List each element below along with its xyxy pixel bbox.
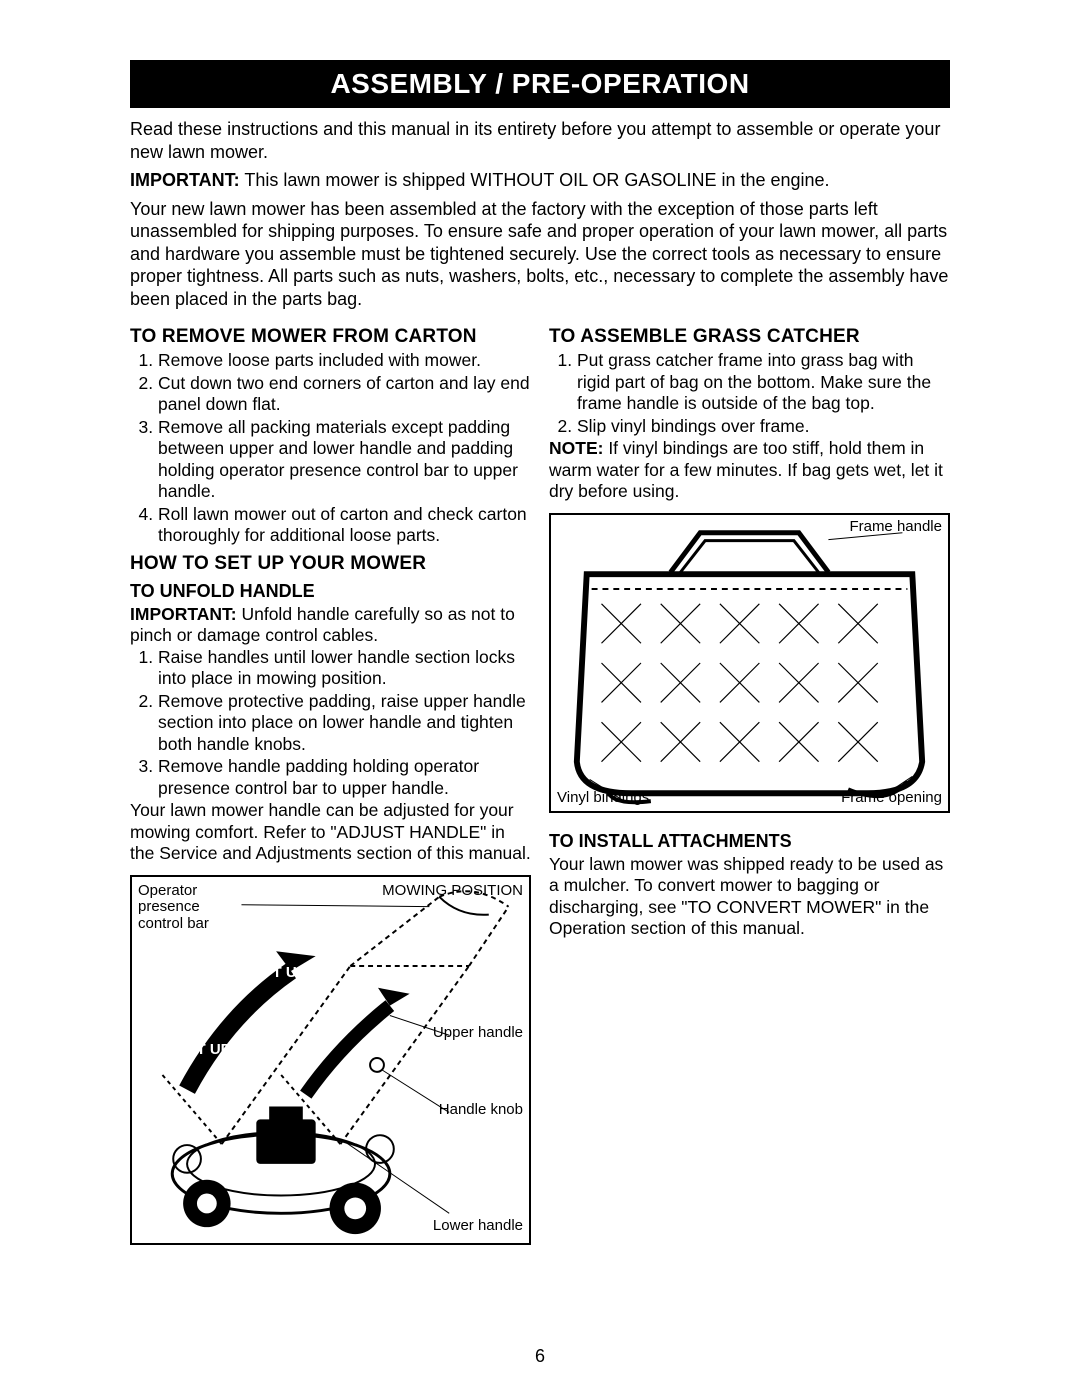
- mower-handle-figure: Operator presence control bar MOWING POS…: [130, 875, 531, 1245]
- unfold-heading: TO UNFOLD HANDLE: [130, 581, 531, 602]
- list-item: Slip vinyl bindings over frame.: [577, 416, 950, 438]
- left-column: TO REMOVE MOWER FROM CARTON Remove loose…: [130, 320, 531, 1245]
- unfold-list: Raise handles until lower handle section…: [130, 647, 531, 800]
- grass-bag-diagram-icon: [551, 515, 948, 811]
- note-text: If vinyl bindings are too stiff, hold th…: [549, 438, 943, 501]
- fig-label-frame-handle: Frame handle: [849, 519, 942, 536]
- fig-label-operator: Operator presence control bar: [138, 883, 233, 933]
- adjust-note: Your lawn mower handle can be adjusted f…: [130, 800, 531, 865]
- list-item: Put grass catcher frame into grass bag w…: [577, 350, 950, 415]
- page-number: 6: [0, 1346, 1080, 1367]
- list-item: Raise handles until lower handle section…: [158, 647, 531, 690]
- grass-catcher-figure: Frame handle Vinyl bindings Frame openin…: [549, 513, 950, 813]
- list-item: Remove handle padding holding operator p…: [158, 756, 531, 799]
- remove-mower-list: Remove loose parts included with mower. …: [130, 350, 531, 547]
- grass-catcher-heading: TO ASSEMBLE GRASS CATCHER: [549, 326, 950, 348]
- two-column-layout: TO REMOVE MOWER FROM CARTON Remove loose…: [130, 320, 950, 1245]
- important-label: IMPORTANT:: [130, 604, 237, 624]
- list-item: Remove protective padding, raise upper h…: [158, 691, 531, 756]
- fig-label-lift1: LIFT UP: [250, 965, 307, 982]
- intro-paragraph-1: Read these instructions and this manual …: [130, 118, 950, 163]
- fig-label-vinyl: Vinyl bindings: [557, 790, 649, 807]
- install-attachments-heading: TO INSTALL ATTACHMENTS: [549, 831, 950, 852]
- section-banner: ASSEMBLY / PRE-OPERATION: [130, 60, 950, 108]
- list-item: Cut down two end corners of carton and l…: [158, 373, 531, 416]
- fig-label-lift2: LIFT UP: [174, 1042, 231, 1059]
- list-item: Remove loose parts included with mower.: [158, 350, 531, 372]
- important-label: IMPORTANT:: [130, 170, 240, 190]
- grass-note: NOTE: If vinyl bindings are too stiff, h…: [549, 438, 950, 503]
- fig-label-upper: Upper handle: [433, 1025, 523, 1042]
- grass-catcher-list: Put grass catcher frame into grass bag w…: [549, 350, 950, 437]
- list-item: Roll lawn mower out of carton and check …: [158, 504, 531, 547]
- intro-important: IMPORTANT: This lawn mower is shipped WI…: [130, 169, 950, 192]
- setup-heading: HOW TO SET UP YOUR MOWER: [130, 553, 531, 575]
- note-label: NOTE:: [549, 438, 603, 458]
- intro-paragraph-2: Your new lawn mower has been assembled a…: [130, 198, 950, 311]
- remove-mower-heading: TO REMOVE MOWER FROM CARTON: [130, 326, 531, 348]
- right-column: TO ASSEMBLE GRASS CATCHER Put grass catc…: [549, 320, 950, 1245]
- unfold-important: IMPORTANT: Unfold handle carefully so as…: [130, 604, 531, 647]
- install-attachments-text: Your lawn mower was shipped ready to be …: [549, 854, 950, 940]
- fig-label-mowing: MOWING POSITION: [382, 883, 523, 900]
- fig-label-lower: Lower handle: [433, 1218, 523, 1235]
- list-item: Remove all packing materials except padd…: [158, 417, 531, 503]
- fig-label-frame-opening: Frame opening: [841, 790, 942, 807]
- important-text: This lawn mower is shipped WITHOUT OIL O…: [240, 170, 830, 190]
- fig-label-knob: Handle knob: [439, 1102, 523, 1119]
